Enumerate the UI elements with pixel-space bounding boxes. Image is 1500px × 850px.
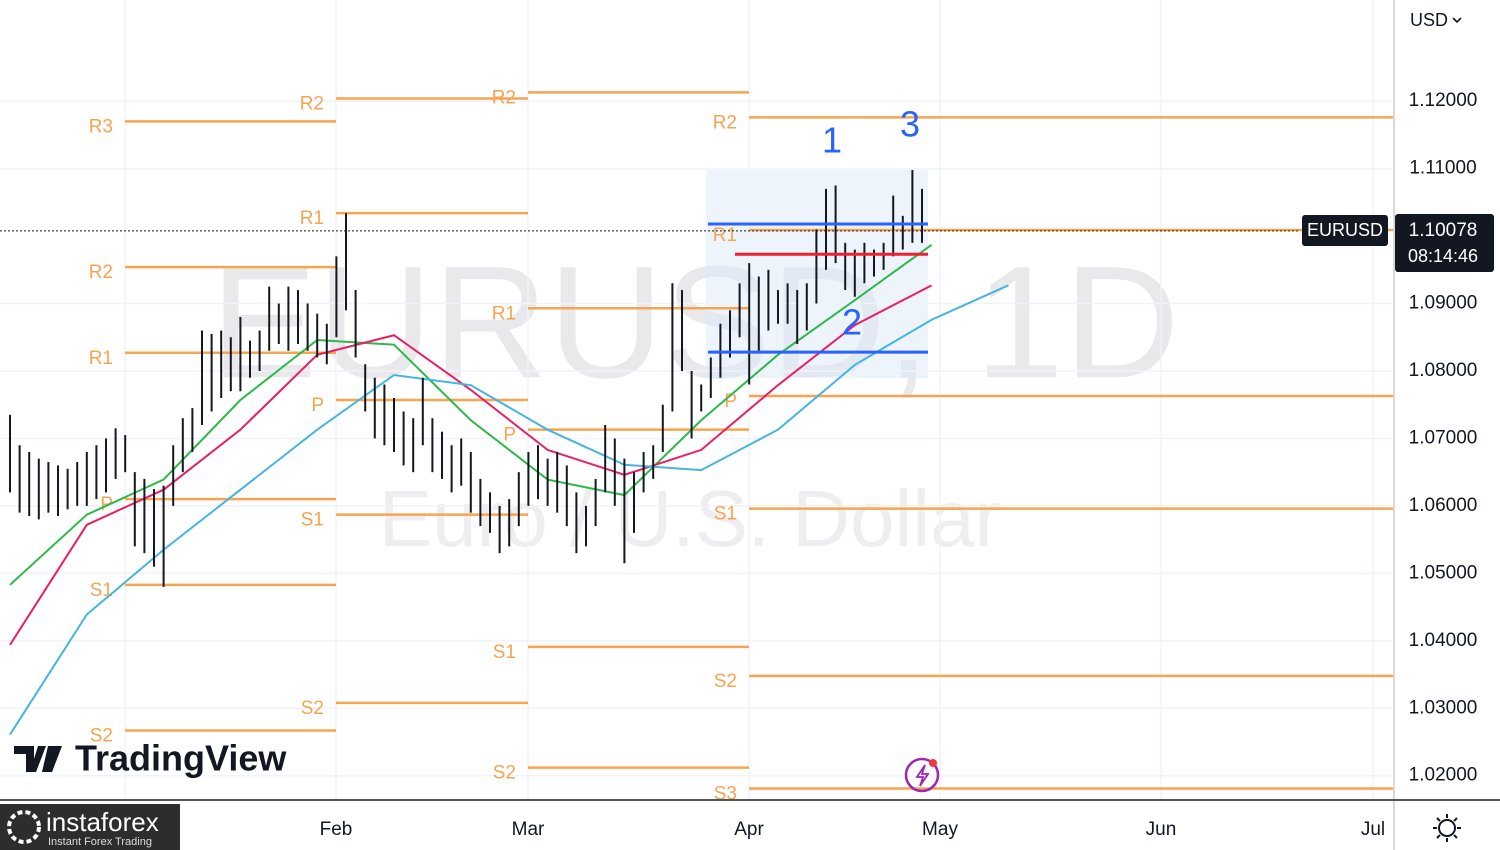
pivot-label: R2 [713,112,737,133]
pivot-label: R1 [713,225,737,246]
pivot-label: R2 [492,87,516,108]
pivot-label: S1 [301,510,324,531]
y-tick-label: 1.09000 [1409,293,1478,314]
y-tick-label: 1.02000 [1409,765,1478,786]
pivot-label: S1 [90,580,113,601]
pivot-label: R2 [89,262,113,283]
x-tick-label: Jun [1146,819,1177,840]
pivot-label: S2 [714,671,737,692]
moving-average [9,244,933,586]
pivot-label: S1 [493,642,516,663]
tv-logo: TradingView [14,738,287,779]
pivot-label: S2 [301,698,324,719]
pivot-label: R1 [89,348,113,369]
events-dot [929,759,937,767]
moving-average [9,284,1009,736]
x-tick-label: May [922,819,958,840]
pivot-label: S2 [493,763,516,784]
pivot-label: R3 [89,116,113,137]
symbol-tag [1302,215,1388,246]
broker-name: instaforex [46,807,159,837]
settings-icon[interactable] [1438,819,1456,837]
currency[interactable]: USD [1410,10,1448,30]
y-tick-label: 1.07000 [1409,427,1478,448]
settings-spokes [1433,814,1461,842]
description-watermark: Euro / U.S. Dollar [379,474,1001,563]
pivot-label: P [503,425,516,446]
y-tick-label: 1.12000 [1409,90,1478,111]
broker-icon [7,810,41,844]
pivot-label: S1 [714,504,737,525]
y-tick-label: 1.05000 [1409,562,1478,583]
pivot-label: S2 [90,726,113,747]
currency-caret[interactable] [1452,17,1462,24]
price-tag [1395,214,1494,272]
symbol-label: EURUSD [1307,220,1383,240]
pivot-label: S3 [714,784,737,805]
tv-logo-mark [14,746,62,772]
wave-label: 2 [842,302,862,343]
wave-label: 1 [822,120,842,161]
x-tick-label: Jul [1361,819,1385,840]
y-tick-label: 1.11000 [1409,158,1476,179]
symbol-watermark: EURUSD, 1D [210,232,1179,411]
events-icon[interactable] [904,757,940,793]
y-tick-label: 1.08000 [1409,360,1478,381]
pivot-label: R2 [300,93,324,114]
y-tick-label: 1.04000 [1409,630,1478,651]
x-tick-label: Apr [734,819,764,840]
pivot-label: P [311,395,324,416]
y-tick-label: 1.06000 [1409,495,1478,516]
y-tick-label: 1.03000 [1409,697,1478,718]
pivot-label: R1 [492,303,516,324]
x-tick-label: Feb [320,819,353,840]
plot: R3R2R1PS1S2R2R1PS1S2R2R1PS1S2R2R1PS1S2S3… [0,0,1393,805]
last-price-label: 1.10078 [1409,220,1478,241]
wave-label: 3 [900,104,920,145]
events-bolt [915,764,930,787]
tv-logo-text: TradingView [75,738,287,779]
countdown: 08:14:46 [1408,246,1478,266]
pivot-label: P [724,391,737,412]
pivot-label: R1 [300,208,324,229]
broker-tagline: Instant Forex Trading [48,836,152,848]
x-tick-label: Mar [512,819,545,840]
